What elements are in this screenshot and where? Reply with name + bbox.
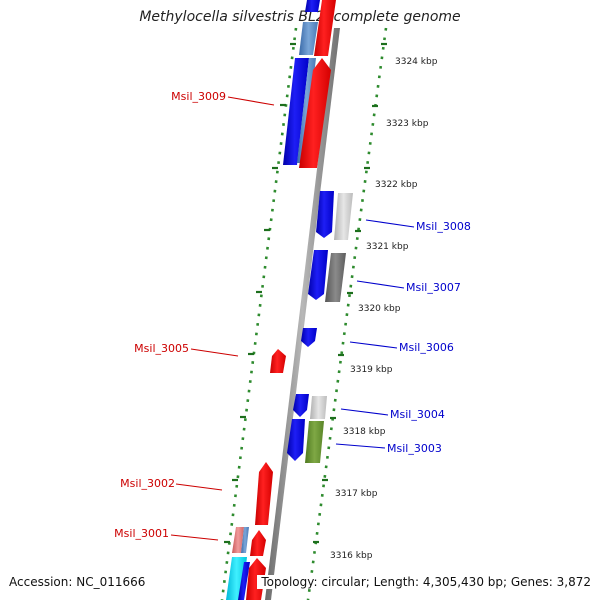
tick-label: 3316 kbp [330, 551, 373, 561]
leader-msil-3006 [349, 341, 398, 349]
leader-msil-3005 [190, 348, 239, 357]
gene-label-msil-3002[interactable]: Msil_3002 [120, 477, 175, 490]
gene-arrow-msil-3003[interactable] [287, 419, 305, 461]
accession-text: Accession: NC_011666 [9, 575, 146, 589]
tick-label: 3322 kbp [375, 180, 418, 190]
gene-arrow-darkgray-msil-3007[interactable] [325, 253, 346, 302]
tick-label: 3320 kbp [358, 304, 401, 314]
gene-arrow-pink-msil-3001[interactable] [232, 527, 244, 553]
gene-arrow-msil-3008[interactable] [316, 191, 334, 238]
gene-arrow-msil-3009-reverse[interactable] [299, 58, 331, 168]
topology-text: Topology: circular; Length: 4,305,430 bp… [257, 575, 591, 589]
leader-msil-3002 [175, 483, 223, 491]
gene-arrow-msil-3007[interactable] [308, 250, 328, 300]
label-leader-lines [170, 96, 415, 541]
genome-backbone [265, 28, 340, 600]
leader-msil-3008 [365, 219, 415, 228]
gene-arrow-gray-msil-3004[interactable] [310, 396, 327, 419]
gene-arrow-msil-3006[interactable] [301, 328, 317, 347]
leader-msil-3003 [335, 443, 386, 449]
gene-label-msil-3001[interactable]: Msil_3001 [114, 527, 169, 540]
gene-arrow-blue-bottom[interactable] [238, 562, 250, 600]
leader-msil-3004 [340, 408, 389, 416]
gene-arrow-msil-3005[interactable] [270, 349, 286, 373]
gene-arrow-reverse-top[interactable] [314, 0, 336, 56]
gene-label-msil-3003[interactable]: Msil_3003 [387, 442, 442, 455]
inner-dotted-ring [220, 27, 298, 600]
leader-msil-3001 [170, 534, 219, 541]
ring-tick-marks [224, 42, 387, 544]
gene-arrow-gray-msil-3008[interactable] [334, 193, 353, 240]
gene-arrow-forward-top[interactable] [305, 0, 320, 12]
gene-arrow-lightblue-msil-3001[interactable] [241, 527, 249, 553]
outer-dotted-ring [306, 27, 388, 600]
leader-msil-3009 [227, 96, 275, 106]
gene-label-msil-3004[interactable]: Msil_3004 [390, 408, 445, 421]
gene-msil-3008 [316, 191, 353, 240]
gene-label-msil-3009[interactable]: Msil_3009 [171, 90, 226, 103]
gene-msil-3007 [308, 250, 346, 302]
gene-labels: Msil_3009 Msil_3008 Msil_3007 Msil_3006 … [114, 90, 471, 540]
tick-label: 3323 kbp [386, 119, 429, 129]
tick-label: 3324 kbp [395, 57, 438, 67]
gene-label-msil-3006[interactable]: Msil_3006 [399, 341, 454, 354]
gene-arrow-msil-3009-forward[interactable] [283, 58, 309, 165]
gene-arrow-olive-msil-3003[interactable] [305, 421, 324, 463]
gene-arrow-msil-3001[interactable] [250, 530, 266, 556]
genome-title: Methylocella silvestris BL2, complete ge… [139, 9, 461, 25]
gene-arrow-msil-3004[interactable] [293, 394, 309, 417]
gene-label-msil-3007[interactable]: Msil_3007 [406, 281, 461, 294]
gene-arrow-reverse-bottom[interactable] [246, 558, 266, 600]
gene-arrow-msil-3002[interactable] [255, 462, 273, 525]
leader-msil-3007 [356, 280, 405, 289]
tick-label: 3319 kbp [350, 365, 393, 375]
gene-msil-3001-cluster [226, 527, 266, 600]
tick-label: 3317 kbp [335, 489, 378, 499]
gene-cluster-top [283, 0, 336, 168]
gene-arrow-lightblue-top[interactable] [299, 22, 318, 55]
tick-label: 3318 kbp [343, 427, 386, 437]
gene-label-msil-3005[interactable]: Msil_3005 [134, 342, 189, 355]
tick-label: 3321 kbp [366, 242, 409, 252]
kbp-tick-labels: 3324 kbp 3323 kbp 3322 kbp 3321 kbp 3320… [330, 57, 438, 561]
gene-label-msil-3008[interactable]: Msil_3008 [416, 220, 471, 233]
gene-msil-3004-3003 [287, 394, 327, 463]
